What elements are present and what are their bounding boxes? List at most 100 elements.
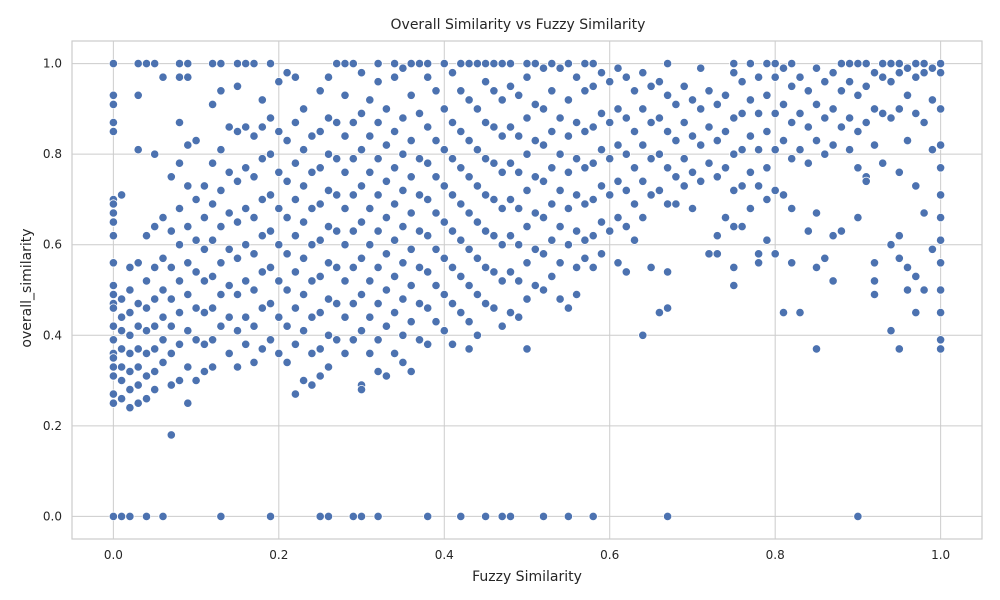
data-point: [514, 90, 524, 100]
y-tick-label: 0.6: [43, 238, 62, 252]
data-point: [696, 176, 706, 186]
data-point: [712, 249, 722, 259]
data-point: [456, 126, 466, 137]
data-point: [323, 362, 334, 372]
data-point: [158, 511, 168, 522]
data-point: [447, 298, 458, 309]
data-point: [133, 145, 143, 155]
data-point: [356, 145, 367, 155]
data-point: [108, 353, 119, 363]
data-point: [166, 226, 176, 236]
data-point: [902, 285, 913, 295]
data-point: [340, 203, 350, 214]
data-point: [894, 58, 904, 69]
data-point: [298, 375, 309, 386]
data-point: [679, 81, 689, 91]
data-point: [522, 72, 532, 82]
data-point: [290, 303, 300, 313]
data-point: [844, 145, 855, 155]
data-point: [298, 289, 309, 300]
data-point: [828, 231, 838, 241]
data-point: [522, 258, 532, 268]
data-point: [505, 231, 516, 241]
data-point: [662, 163, 673, 173]
data-point: [762, 126, 772, 137]
data-point: [141, 303, 152, 313]
y-tick-label: 0.0: [43, 509, 62, 523]
data-point: [414, 298, 425, 309]
data-point: [307, 276, 317, 286]
data-point: [621, 113, 631, 123]
data-point: [208, 199, 218, 209]
data-point: [373, 335, 383, 345]
data-point: [662, 58, 673, 69]
data-point: [398, 258, 408, 268]
data-point: [108, 511, 119, 522]
data-point: [431, 136, 441, 146]
data-point: [191, 375, 201, 386]
data-point: [745, 203, 756, 214]
data-point: [241, 339, 251, 349]
data-point: [373, 226, 383, 236]
data-point: [125, 511, 135, 522]
data-point: [398, 330, 408, 340]
data-point: [141, 394, 152, 404]
data-point: [340, 276, 350, 286]
data-point: [919, 117, 929, 128]
data-point: [323, 185, 334, 195]
data-point: [580, 199, 590, 209]
data-point: [340, 90, 350, 100]
data-point: [935, 104, 946, 114]
y-axis-label: overall_similarity: [19, 228, 35, 347]
data-point: [580, 126, 590, 137]
data-point: [787, 81, 797, 91]
data-point: [290, 72, 300, 82]
data-point: [828, 68, 838, 78]
data-point: [348, 190, 358, 200]
data-point: [770, 72, 780, 82]
data-point: [150, 344, 160, 354]
data-point: [174, 72, 185, 82]
data-point: [720, 163, 731, 173]
data-point: [431, 244, 441, 254]
data-point: [381, 213, 391, 223]
data-point: [737, 108, 747, 119]
data-point: [621, 185, 631, 195]
data-point: [662, 199, 673, 209]
data-point: [216, 86, 226, 96]
data-point: [547, 126, 557, 137]
data-point: [249, 285, 259, 295]
data-point: [679, 154, 689, 164]
data-point: [621, 267, 631, 277]
data-point: [753, 108, 764, 119]
data-point: [621, 72, 631, 82]
data-point: [323, 330, 334, 340]
data-point: [514, 240, 524, 250]
data-point: [654, 149, 665, 159]
data-point: [505, 122, 516, 132]
data-point: [265, 113, 276, 123]
data-point: [406, 136, 416, 146]
x-tick-label: 0.4: [435, 548, 454, 562]
data-point: [158, 253, 168, 263]
data-point: [125, 384, 135, 395]
data-point: [108, 280, 119, 291]
data-point: [737, 77, 747, 87]
data-point: [414, 335, 425, 345]
data-point: [547, 86, 557, 96]
data-point: [249, 172, 259, 182]
data-point: [307, 240, 317, 250]
data-point: [464, 244, 474, 254]
data-point: [671, 99, 681, 110]
data-point: [935, 190, 946, 200]
data-point: [820, 113, 830, 123]
data-point: [745, 131, 756, 141]
data-point: [580, 86, 590, 96]
data-point: [108, 90, 119, 100]
data-point: [191, 235, 201, 245]
data-point: [464, 208, 474, 218]
data-point: [447, 154, 458, 164]
data-point: [323, 113, 334, 123]
data-point: [282, 68, 292, 78]
data-point: [464, 58, 474, 69]
